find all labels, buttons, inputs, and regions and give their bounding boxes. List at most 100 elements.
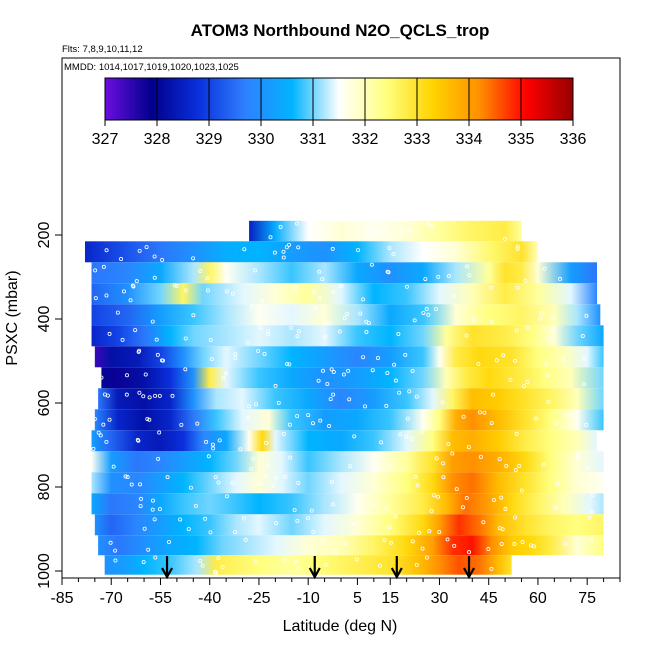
obs-marker bbox=[108, 540, 113, 545]
obs-marker bbox=[466, 445, 471, 450]
obs-marker bbox=[504, 464, 509, 469]
obs-marker bbox=[230, 480, 235, 485]
obs-marker bbox=[183, 367, 188, 372]
obs-marker bbox=[423, 277, 428, 282]
heatmap-row bbox=[94, 409, 604, 431]
obs-marker bbox=[206, 454, 211, 459]
obs-marker bbox=[316, 378, 321, 383]
heatmap-row bbox=[91, 430, 598, 452]
obs-marker bbox=[183, 336, 188, 341]
obs-marker bbox=[451, 294, 456, 299]
obs-marker bbox=[575, 456, 580, 461]
obs-marker bbox=[437, 530, 442, 535]
obs-marker bbox=[373, 502, 378, 507]
obs-marker bbox=[434, 456, 439, 461]
obs-marker bbox=[436, 494, 441, 499]
obs-marker bbox=[92, 416, 97, 421]
obs-marker bbox=[296, 329, 301, 334]
y-tick-label: 200 bbox=[36, 222, 53, 249]
obs-marker bbox=[380, 230, 385, 235]
obs-marker bbox=[441, 475, 446, 480]
obs-marker bbox=[272, 250, 277, 255]
obs-marker bbox=[101, 422, 106, 427]
obs-marker bbox=[547, 334, 552, 339]
obs-marker bbox=[147, 417, 152, 422]
obs-marker bbox=[321, 538, 326, 543]
obs-marker bbox=[281, 431, 286, 436]
obs-marker bbox=[295, 333, 300, 338]
obs-marker bbox=[223, 371, 228, 376]
obs-marker bbox=[587, 515, 592, 520]
obs-marker bbox=[352, 434, 357, 439]
obs-marker bbox=[262, 352, 267, 357]
heatmap-row bbox=[91, 451, 604, 473]
obs-marker bbox=[389, 540, 394, 545]
obs-marker bbox=[553, 421, 558, 426]
obs-marker bbox=[356, 248, 361, 253]
obs-marker bbox=[154, 337, 159, 342]
heatmap-row bbox=[91, 472, 604, 494]
obs-marker bbox=[139, 496, 144, 501]
obs-marker bbox=[204, 439, 209, 444]
obs-marker bbox=[358, 311, 363, 316]
obs-marker bbox=[208, 337, 213, 342]
obs-marker bbox=[134, 279, 139, 284]
obs-marker bbox=[331, 392, 336, 397]
heatmap-row bbox=[249, 220, 522, 242]
obs-marker bbox=[424, 306, 429, 311]
obs-marker bbox=[515, 246, 520, 251]
obs-marker bbox=[502, 236, 507, 241]
obs-marker bbox=[513, 358, 518, 363]
obs-marker bbox=[407, 227, 412, 232]
obs-marker bbox=[145, 417, 150, 422]
obs-marker bbox=[478, 410, 483, 415]
obs-marker bbox=[430, 223, 435, 228]
obs-marker bbox=[208, 530, 213, 535]
obs-marker bbox=[296, 480, 301, 485]
obs-marker bbox=[433, 307, 438, 312]
obs-marker bbox=[324, 233, 329, 238]
obs-marker bbox=[375, 355, 380, 360]
obs-marker bbox=[311, 529, 316, 534]
colorbar-tick-label: 335 bbox=[508, 131, 535, 148]
obs-marker bbox=[179, 422, 184, 427]
obs-marker bbox=[464, 333, 469, 338]
obs-marker bbox=[490, 319, 495, 324]
obs-marker bbox=[209, 356, 214, 361]
obs-marker bbox=[191, 313, 196, 318]
x-tick-label: 5 bbox=[353, 590, 362, 607]
obs-marker bbox=[221, 376, 226, 381]
y-tick-label: 400 bbox=[36, 306, 53, 333]
obs-marker bbox=[545, 373, 550, 378]
arrow-marker bbox=[308, 556, 321, 580]
obs-marker bbox=[382, 224, 387, 229]
obs-marker bbox=[121, 289, 126, 294]
obs-marker bbox=[104, 248, 109, 253]
obs-marker bbox=[223, 266, 228, 271]
obs-marker bbox=[328, 397, 333, 402]
obs-marker bbox=[354, 557, 359, 562]
obs-marker bbox=[287, 422, 292, 427]
obs-marker bbox=[251, 456, 256, 461]
obs-marker bbox=[427, 529, 432, 534]
obs-marker bbox=[450, 451, 455, 456]
obs-marker bbox=[249, 304, 254, 309]
obs-marker bbox=[216, 555, 221, 560]
latitude-arrows bbox=[161, 556, 475, 580]
colorbar-tick-label: 329 bbox=[196, 131, 223, 148]
obs-marker bbox=[440, 400, 445, 405]
obs-marker bbox=[597, 474, 602, 479]
obs-marker bbox=[519, 488, 524, 493]
obs-marker bbox=[296, 245, 301, 250]
obs-marker bbox=[503, 506, 508, 511]
heatmap-row bbox=[84, 241, 538, 263]
obs-marker bbox=[501, 353, 506, 358]
obs-marker bbox=[263, 441, 268, 446]
obs-marker bbox=[142, 526, 147, 531]
obs-marker bbox=[346, 368, 351, 373]
obs-marker bbox=[370, 368, 375, 373]
obs-marker bbox=[534, 416, 539, 421]
obs-marker bbox=[247, 404, 252, 409]
obs-marker bbox=[224, 289, 229, 294]
obs-marker bbox=[514, 328, 519, 333]
